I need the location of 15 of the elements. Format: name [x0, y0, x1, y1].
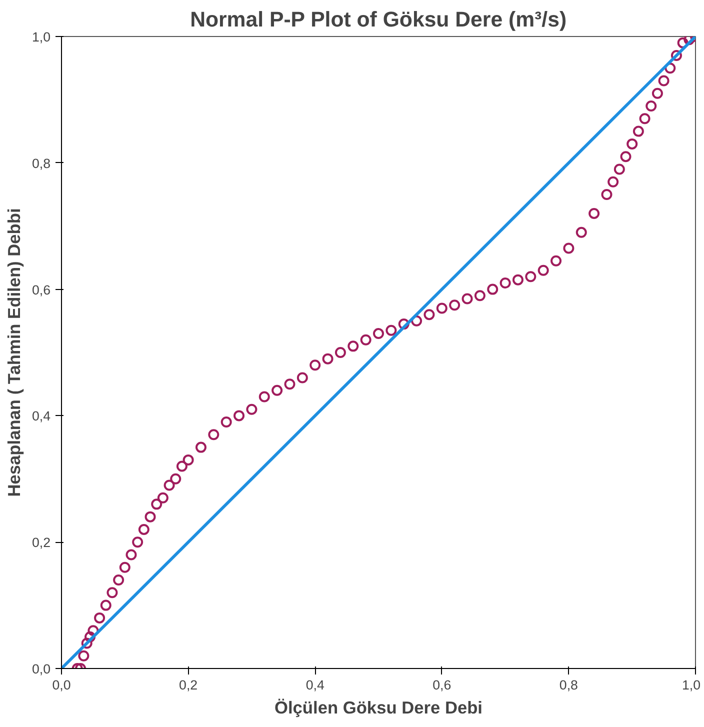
- y-tick-label: 0,0: [32, 662, 51, 676]
- y-axis-title: Hesaplanan ( Tahmin Edilen) Debbi: [4, 208, 24, 497]
- y-tick-label: 0,2: [32, 535, 51, 550]
- chart-title: Normal P-P Plot of Göksu Dere (m³/s): [190, 8, 567, 32]
- x-tick-label: 0,0: [52, 678, 71, 692]
- x-tick-label: 0,2: [179, 678, 198, 692]
- y-tick-label: 0,8: [32, 156, 51, 171]
- x-tick-label: 0,4: [306, 678, 325, 692]
- x-tick-label: 1,0: [682, 678, 701, 692]
- x-tick-label: 0,8: [559, 678, 578, 692]
- y-tick-label: 1,0: [32, 30, 51, 44]
- y-tick-label: 0,6: [32, 282, 51, 298]
- y-tick-label: 0,4: [32, 408, 52, 424]
- x-axis-title: Ölçülen Göksu Dere Debi: [274, 698, 482, 718]
- x-tick-label: 0,6: [432, 678, 452, 692]
